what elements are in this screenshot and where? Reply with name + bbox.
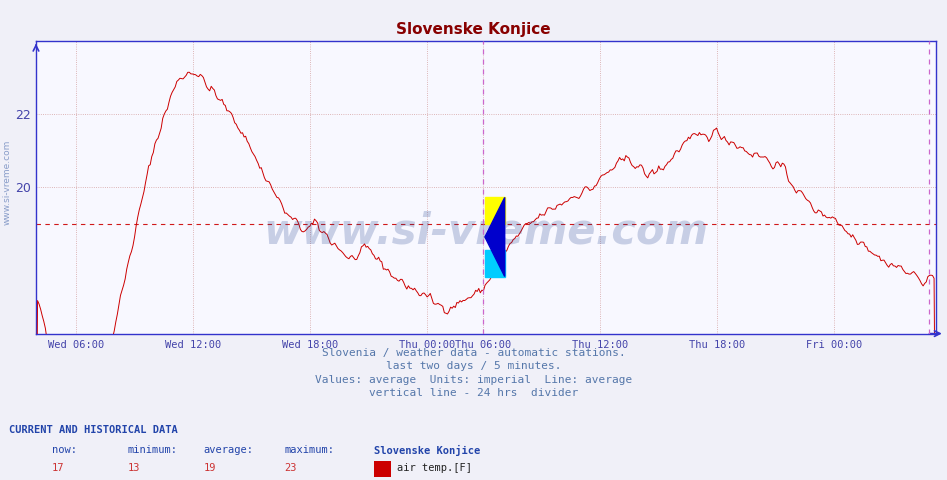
Text: Slovenske Konjice: Slovenske Konjice	[396, 22, 551, 36]
Text: air temp.[F]: air temp.[F]	[397, 463, 472, 473]
Text: CURRENT AND HISTORICAL DATA: CURRENT AND HISTORICAL DATA	[9, 425, 178, 435]
Text: vertical line - 24 hrs  divider: vertical line - 24 hrs divider	[369, 388, 578, 398]
Text: 19: 19	[204, 463, 216, 473]
Text: Wed 12:00: Wed 12:00	[166, 340, 222, 350]
Text: Slovenia / weather data - automatic stations.: Slovenia / weather data - automatic stat…	[322, 348, 625, 358]
Text: www.si-vreme.com: www.si-vreme.com	[263, 210, 708, 252]
Text: last two days / 5 minutes.: last two days / 5 minutes.	[385, 361, 562, 372]
Text: Thu 00:00: Thu 00:00	[400, 340, 456, 350]
Bar	[485, 197, 505, 224]
Text: Thu 12:00: Thu 12:00	[572, 340, 628, 350]
Text: maximum:: maximum:	[284, 445, 334, 455]
Text: Slovenske Konjice: Slovenske Konjice	[374, 445, 480, 456]
Text: 17: 17	[52, 463, 64, 473]
Text: 13: 13	[128, 463, 140, 473]
Bar	[485, 250, 505, 276]
Text: 23: 23	[284, 463, 296, 473]
Text: Wed 06:00: Wed 06:00	[48, 340, 104, 350]
Text: Values: average  Units: imperial  Line: average: Values: average Units: imperial Line: av…	[314, 375, 633, 385]
Text: Wed 18:00: Wed 18:00	[282, 340, 338, 350]
Text: Fri 00:00: Fri 00:00	[806, 340, 862, 350]
Text: minimum:: minimum:	[128, 445, 178, 455]
Text: www.si-vreme.com: www.si-vreme.com	[3, 140, 12, 225]
Polygon shape	[485, 197, 505, 276]
Text: now:: now:	[52, 445, 77, 455]
Text: average:: average:	[204, 445, 254, 455]
Text: Thu 06:00: Thu 06:00	[455, 340, 511, 350]
Text: Thu 18:00: Thu 18:00	[688, 340, 745, 350]
